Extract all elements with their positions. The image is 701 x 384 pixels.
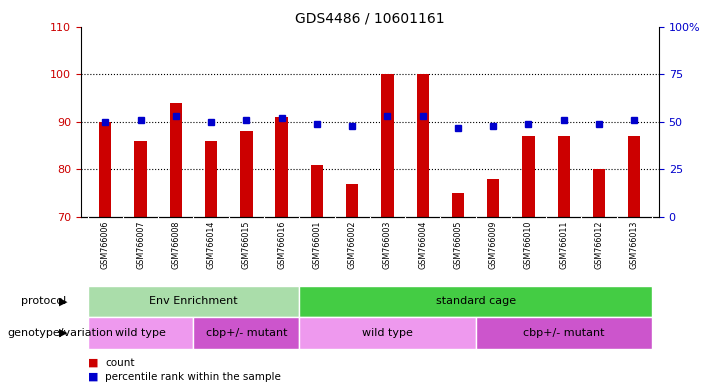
Text: GSM766012: GSM766012	[594, 220, 604, 269]
Bar	[299, 286, 652, 317]
Text: GSM766010: GSM766010	[524, 220, 533, 269]
Text: GSM766014: GSM766014	[207, 220, 216, 269]
Bar	[475, 317, 652, 349]
Text: protocol: protocol	[21, 296, 67, 306]
Text: percentile rank within the sample: percentile rank within the sample	[105, 372, 281, 382]
Bar	[628, 136, 641, 217]
Text: GSM766007: GSM766007	[136, 220, 145, 269]
Text: GSM766005: GSM766005	[454, 220, 463, 269]
Bar	[416, 74, 429, 217]
Bar	[451, 193, 464, 217]
Bar	[135, 141, 147, 217]
Title: GDS4486 / 10601161: GDS4486 / 10601161	[295, 12, 444, 26]
Text: Env Enrichment: Env Enrichment	[149, 296, 238, 306]
Text: ▶: ▶	[59, 328, 67, 338]
Bar	[381, 74, 393, 217]
Text: ■: ■	[88, 358, 98, 368]
Bar	[593, 169, 605, 217]
Text: GSM766011: GSM766011	[559, 220, 569, 269]
Text: GSM766004: GSM766004	[418, 220, 427, 269]
Bar	[557, 136, 570, 217]
Text: wild type: wild type	[115, 328, 166, 338]
Text: GSM766013: GSM766013	[629, 220, 639, 269]
Text: GSM766002: GSM766002	[348, 220, 357, 269]
Text: genotype/variation: genotype/variation	[7, 328, 113, 338]
Bar	[205, 141, 217, 217]
Text: count: count	[105, 358, 135, 368]
Text: cbp+/- mutant: cbp+/- mutant	[205, 328, 287, 338]
Bar	[170, 103, 182, 217]
Text: standard cage: standard cage	[435, 296, 516, 306]
Bar	[240, 131, 252, 217]
Text: GSM766001: GSM766001	[313, 220, 321, 269]
Text: wild type: wild type	[362, 328, 413, 338]
Bar	[88, 286, 299, 317]
Bar	[346, 184, 358, 217]
Bar	[88, 317, 193, 349]
Text: GSM766006: GSM766006	[101, 220, 110, 269]
Text: GSM766008: GSM766008	[171, 220, 180, 269]
Bar	[311, 165, 323, 217]
Text: GSM766003: GSM766003	[383, 220, 392, 269]
Text: GSM766015: GSM766015	[242, 220, 251, 269]
Bar	[193, 317, 299, 349]
Bar	[275, 117, 288, 217]
Text: GSM766009: GSM766009	[489, 220, 498, 269]
Bar	[299, 317, 475, 349]
Bar	[99, 122, 111, 217]
Text: GSM766016: GSM766016	[277, 220, 286, 269]
Text: ▶: ▶	[59, 296, 67, 306]
Text: ■: ■	[88, 372, 98, 382]
Text: cbp+/- mutant: cbp+/- mutant	[523, 328, 604, 338]
Bar	[487, 179, 499, 217]
Bar	[522, 136, 535, 217]
